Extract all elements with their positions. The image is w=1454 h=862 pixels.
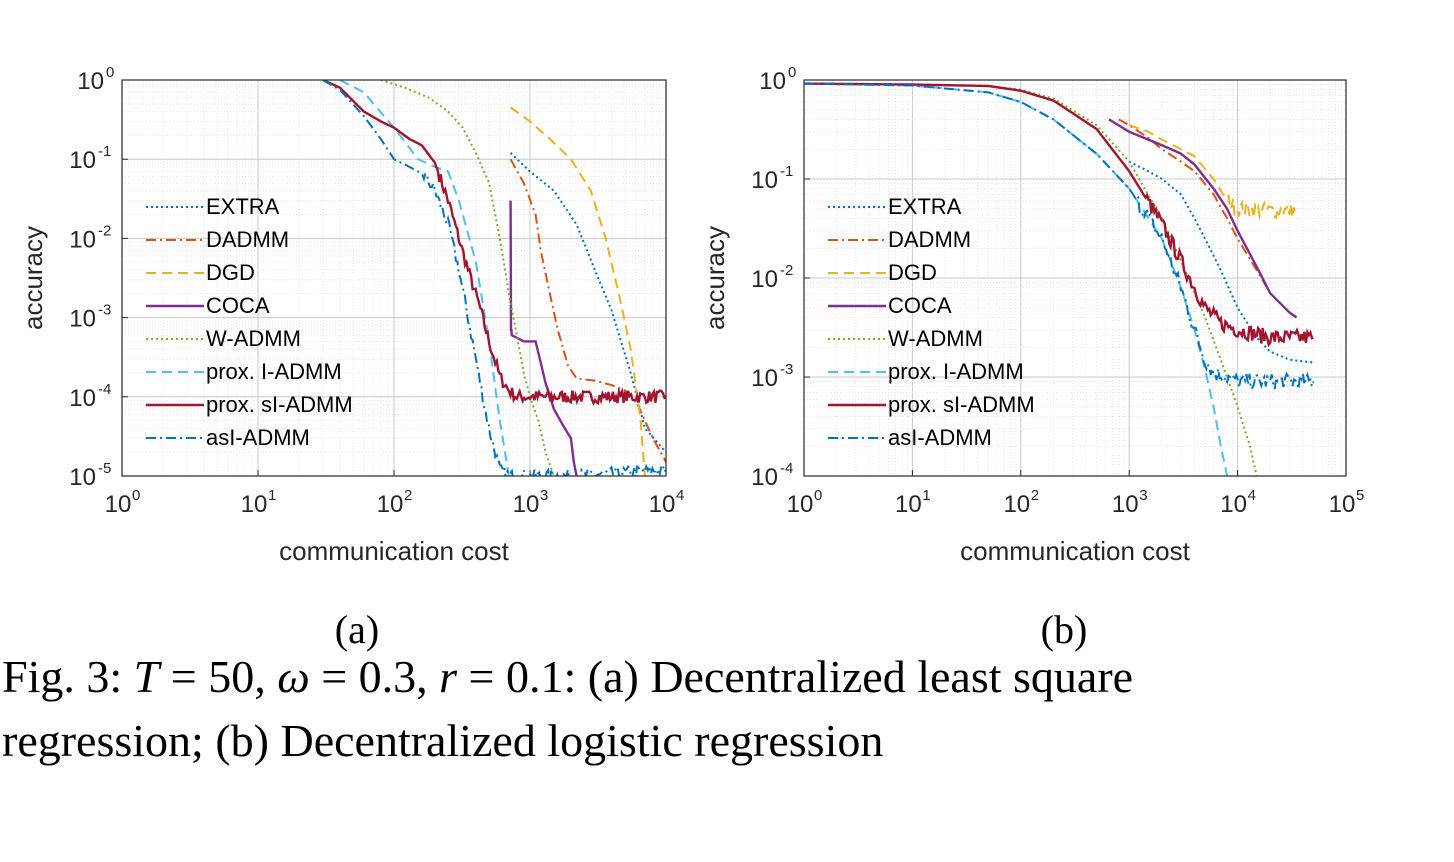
series-line-3 bbox=[1108, 118, 1298, 319]
y-tick-label: 10 bbox=[751, 365, 778, 392]
legend: EXTRA DADMM DGD COCA W-ADMM prox. I-ADMM prox.… bbox=[828, 194, 1035, 450]
panel-label: (a) bbox=[335, 607, 379, 652]
x-tick-exponent: 2 bbox=[1031, 487, 1039, 504]
y-tick-exponent: -2 bbox=[780, 262, 793, 279]
y-tick-exponent: 0 bbox=[106, 64, 114, 81]
legend-label: DADMM bbox=[888, 227, 971, 252]
legend-label: DGD bbox=[206, 260, 255, 285]
legend-label: W-ADMM bbox=[888, 326, 983, 351]
x-tick-exponent: 1 bbox=[268, 487, 276, 504]
y-axis-label: accuracy bbox=[18, 226, 48, 330]
x-tick-exponent: 3 bbox=[1139, 487, 1147, 504]
y-axis-label: accuracy bbox=[700, 226, 730, 330]
legend-label: prox. sI-ADMM bbox=[888, 392, 1035, 417]
figure-caption-line-1: Fig. 3: T = 50, ω = 0.3, r = 0.1: (a) De… bbox=[2, 651, 1134, 702]
y-tick-label: 10 bbox=[77, 68, 104, 95]
x-tick-exponent: 1 bbox=[922, 487, 930, 504]
x-tick-exponent: 4 bbox=[676, 487, 684, 504]
series-group bbox=[322, 80, 666, 476]
chart-b: 10 0 10 1 10 2 10 3 10 4 10 510 010 -110 -210 -310 -4com… bbox=[700, 64, 1364, 652]
series-line-2 bbox=[510, 106, 646, 476]
y-tick-exponent: -3 bbox=[98, 302, 111, 319]
x-tick-exponent: 2 bbox=[404, 487, 412, 504]
x-axis-label: communication cost bbox=[279, 536, 510, 566]
grid bbox=[803, 80, 1346, 477]
y-tick-exponent: -4 bbox=[98, 381, 111, 398]
series-group bbox=[804, 82, 1315, 476]
legend-label: EXTRA bbox=[206, 194, 280, 219]
series-line-3 bbox=[509, 200, 578, 476]
legend-label: prox. sI-ADMM bbox=[206, 392, 353, 417]
x-tick-exponent: 3 bbox=[540, 487, 548, 504]
x-tick-label: 10 bbox=[105, 491, 132, 518]
x-tick-label: 10 bbox=[241, 491, 268, 518]
series-line-5 bbox=[339, 80, 510, 476]
y-tick-label: 10 bbox=[69, 306, 96, 333]
x-tick-label: 10 bbox=[1003, 491, 1030, 518]
x-tick-label: 10 bbox=[1112, 491, 1139, 518]
y-tick-exponent: -4 bbox=[780, 460, 793, 477]
y-tick-label: 10 bbox=[751, 464, 778, 491]
series-line-2 bbox=[1128, 124, 1298, 220]
y-tick-label: 10 bbox=[69, 385, 96, 412]
x-tick-label: 10 bbox=[1329, 491, 1356, 518]
series-line-1 bbox=[1118, 118, 1298, 319]
x-tick-exponent: 5 bbox=[1356, 487, 1364, 504]
legend-label: prox. I-ADMM bbox=[206, 359, 342, 384]
y-tick-label: 10 bbox=[69, 147, 96, 174]
x-tick-label: 10 bbox=[1220, 491, 1247, 518]
chart-a: 10 0 10 1 10 2 10 3 10 410 010 -110 -210 -310 -410 -5co… bbox=[18, 64, 684, 652]
legend-label: COCA bbox=[888, 293, 952, 318]
x-tick-label: 10 bbox=[513, 491, 540, 518]
x-tick-label: 10 bbox=[649, 491, 676, 518]
legend: EXTRA DADMM DGD COCA W-ADMM prox. I-ADMM prox.… bbox=[146, 194, 353, 450]
x-tick-label: 10 bbox=[377, 491, 404, 518]
y-tick-label: 10 bbox=[69, 226, 96, 253]
legend-label: COCA bbox=[206, 293, 270, 318]
y-tick-exponent: -1 bbox=[98, 143, 111, 160]
x-tick-exponent: 4 bbox=[1248, 487, 1256, 504]
series-line-7 bbox=[804, 82, 1315, 391]
x-tick-label: 10 bbox=[787, 491, 814, 518]
legend-label: asI-ADMM bbox=[888, 425, 992, 450]
panel-label: (b) bbox=[1041, 607, 1088, 652]
legend-label: EXTRA bbox=[888, 194, 962, 219]
legend-label: DGD bbox=[888, 260, 937, 285]
series-line-7 bbox=[322, 80, 666, 476]
x-tick-exponent: 0 bbox=[814, 487, 822, 504]
y-tick-exponent: -1 bbox=[780, 163, 793, 180]
legend-label: DADMM bbox=[206, 227, 289, 252]
legend-label: asI-ADMM bbox=[206, 425, 310, 450]
y-tick-label: 10 bbox=[69, 464, 96, 491]
legend-label: prox. I-ADMM bbox=[888, 359, 1024, 384]
series-line-0 bbox=[1128, 160, 1314, 364]
figure-caption-line-2: regression; (b) Decentralized logistic r… bbox=[2, 715, 884, 766]
y-tick-exponent: -3 bbox=[780, 361, 793, 378]
x-tick-exponent: 0 bbox=[132, 487, 140, 504]
x-tick-label: 10 bbox=[895, 491, 922, 518]
y-tick-label: 10 bbox=[751, 167, 778, 194]
y-tick-label: 10 bbox=[759, 68, 786, 95]
y-tick-exponent: -2 bbox=[98, 222, 111, 239]
x-axis-label: communication cost bbox=[960, 536, 1191, 566]
series-line-4 bbox=[804, 82, 1258, 476]
legend-label: W-ADMM bbox=[206, 326, 301, 351]
y-tick-label: 10 bbox=[751, 266, 778, 293]
series-line-6 bbox=[322, 80, 666, 406]
y-tick-exponent: -5 bbox=[98, 460, 111, 477]
grid bbox=[121, 80, 666, 477]
y-tick-exponent: 0 bbox=[788, 64, 796, 81]
